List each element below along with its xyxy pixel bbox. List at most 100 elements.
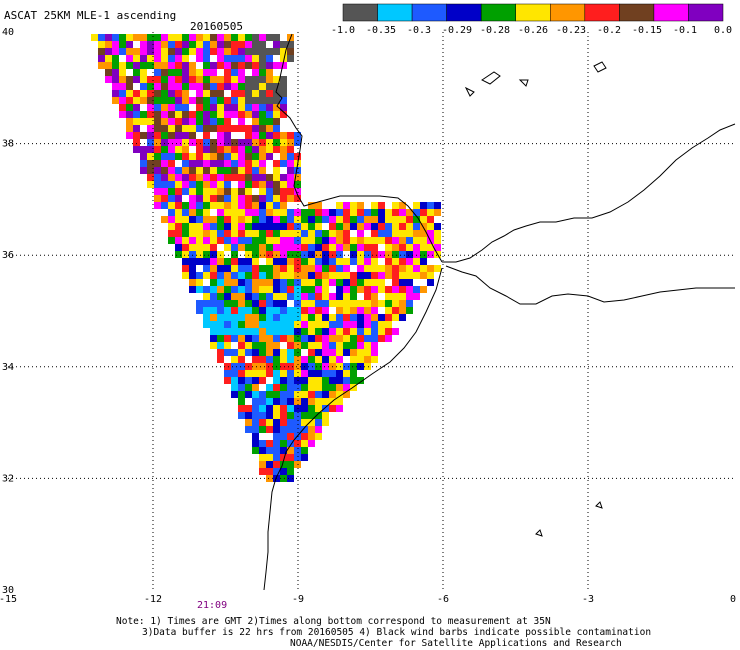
wind-cell: [196, 55, 203, 62]
wind-cell: [308, 237, 315, 244]
wind-cell: [385, 335, 392, 342]
colorbar-swatch: [480, 3, 516, 22]
wind-cell: [315, 251, 322, 258]
wind-cell: [175, 244, 182, 251]
wind-cell: [378, 279, 385, 286]
wind-cell: [133, 62, 140, 69]
wind-cell: [259, 279, 266, 286]
wind-cell: [238, 342, 245, 349]
wind-cell: [371, 251, 378, 258]
wind-cell: [259, 314, 266, 321]
wind-cell: [266, 356, 273, 363]
wind-cell: [231, 349, 238, 356]
wind-cell: [378, 286, 385, 293]
wind-cell: [189, 265, 196, 272]
wind-cell: [168, 139, 175, 146]
wind-cell: [98, 55, 105, 62]
wind-cell: [182, 209, 189, 216]
wind-cell: [231, 55, 238, 62]
wind-cell: [217, 342, 224, 349]
wind-cell: [357, 237, 364, 244]
lat-tick-label: 34: [2, 362, 14, 373]
credit-line: NOAA/NESDIS/Center for Satellite Applica…: [290, 638, 622, 649]
wind-cell: [224, 174, 231, 181]
wind-cell: [287, 139, 294, 146]
wind-cell: [273, 195, 280, 202]
wind-cell: [231, 216, 238, 223]
wind-cell: [266, 349, 273, 356]
wind-cell: [147, 90, 154, 97]
wind-cell: [315, 370, 322, 377]
wind-cell: [266, 223, 273, 230]
wind-cell: [287, 433, 294, 440]
wind-cell: [245, 34, 252, 41]
wind-cell: [259, 139, 266, 146]
wind-cell: [224, 293, 231, 300]
wind-cell: [308, 384, 315, 391]
wind-cell: [273, 440, 280, 447]
wind-cell: [259, 293, 266, 300]
wind-cell: [161, 216, 168, 223]
wind-cell: [308, 398, 315, 405]
wind-cell: [266, 76, 273, 83]
wind-cell: [161, 62, 168, 69]
wind-cell: [280, 454, 287, 461]
wind-cell: [140, 41, 147, 48]
wind-cell: [413, 286, 420, 293]
wind-cell: [175, 174, 182, 181]
wind-cell: [224, 258, 231, 265]
wind-cell: [350, 342, 357, 349]
wind-cell: [273, 181, 280, 188]
wind-cell: [287, 272, 294, 279]
wind-cell: [301, 223, 308, 230]
wind-cell: [210, 90, 217, 97]
wind-cell: [168, 167, 175, 174]
wind-cell: [196, 118, 203, 125]
portugal-coast: [275, 33, 443, 263]
wind-cell: [231, 335, 238, 342]
wind-cell: [308, 244, 315, 251]
wind-cell: [301, 405, 308, 412]
wind-cell: [385, 251, 392, 258]
wind-cell: [168, 223, 175, 230]
wind-cell: [413, 223, 420, 230]
wind-cell: [266, 328, 273, 335]
wind-cell: [301, 300, 308, 307]
wind-cell: [350, 314, 357, 321]
wind-cell: [266, 468, 273, 475]
wind-cell: [238, 223, 245, 230]
wind-cell: [420, 286, 427, 293]
wind-cell: [203, 146, 210, 153]
wind-cell: [294, 167, 301, 174]
wind-cell: [189, 181, 196, 188]
lon-tick-label: -15: [0, 594, 17, 605]
wind-cell: [371, 293, 378, 300]
wind-cell: [210, 272, 217, 279]
wind-cell: [224, 321, 231, 328]
wind-cell: [336, 342, 343, 349]
wind-cell: [378, 251, 385, 258]
colorbar: -1.0 -0.35 -0.3 -0.29 -0.28 -0.26 -0.23 -0.2 -0.…: [331, 3, 732, 36]
wind-cell: [154, 202, 161, 209]
wind-cell: [315, 363, 322, 370]
wind-cell: [273, 34, 280, 41]
wind-cell: [140, 160, 147, 167]
wind-cell: [385, 209, 392, 216]
wind-cell: [147, 55, 154, 62]
wind-cell: [175, 202, 182, 209]
wind-cell: [364, 251, 371, 258]
wind-cell: [343, 335, 350, 342]
wind-cell: [266, 440, 273, 447]
wind-cell: [287, 244, 294, 251]
wind-cell: [266, 55, 273, 62]
wind-cell: [217, 104, 224, 111]
colorbar-swatch: [411, 3, 447, 22]
wind-cell: [189, 97, 196, 104]
wind-cell: [196, 244, 203, 251]
wind-cell: [364, 258, 371, 265]
wind-cell: [210, 195, 217, 202]
wind-cell: [252, 202, 259, 209]
wind-cell: [259, 118, 266, 125]
wind-cell: [287, 160, 294, 167]
wind-cell: [126, 111, 133, 118]
